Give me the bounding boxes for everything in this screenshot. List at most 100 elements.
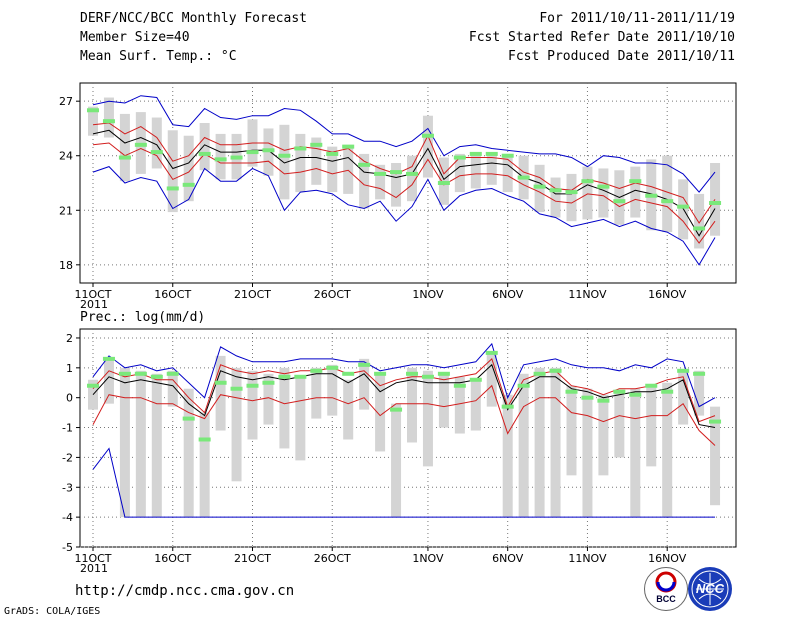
temp-member-marker [262,148,275,153]
temp-xtick-label: 11NOV [568,288,607,301]
prec-member-marker [182,416,195,421]
temp-spread-bar [103,97,114,138]
temp-spread-bar [454,153,465,193]
temp-member-marker [118,155,131,160]
prec-spread-bar [103,358,114,404]
prec-member-marker [549,368,562,373]
prec-spread-bar [327,364,338,416]
temp-frame [79,82,737,284]
prec-spread-bar [375,373,386,452]
bcc-logo-icon [655,571,677,593]
temp-member-marker [406,171,418,176]
prec-ytick-label: -5 [62,541,73,554]
temp-series-max [92,95,716,193]
source-url[interactable]: http://cmdp.ncc.cma.gov.cn [75,583,295,599]
prec-xtick-label: 21OCT [234,552,271,565]
prec-spread-bar [678,370,689,425]
prec-member-marker [581,395,594,400]
temp-spread-bar [662,155,673,233]
temp-member-marker [214,157,227,162]
prec-spread-bar [183,388,194,518]
member-size-label: Member Size=40 [80,30,190,45]
prec-member-marker [485,350,498,355]
temp-series-mean-plus-std [92,122,716,224]
temp-member-marker [246,150,259,155]
prec-spread-bar [247,370,258,440]
temp-spread-bar [199,123,210,171]
prec-spread-bar [582,388,593,518]
prec-series-mean [92,363,716,428]
prec-spread-bar [598,394,609,476]
prec-spread-bar [199,412,210,518]
prec-member-marker [87,383,99,388]
prec-xtick-label: 16NOV [648,552,687,565]
temp-xtick-label: 6NOV [492,288,524,301]
temp-spread-bar [151,117,162,169]
prec-member-marker [645,383,658,388]
prec-ytick-label: -4 [62,511,73,524]
temp-member-marker [581,179,594,184]
temp-member-marker [453,155,466,160]
temp-member-marker [326,151,339,156]
grads-credit: GrADS: COLA/IGES [4,606,101,617]
temp-member-marker [565,190,578,195]
temp-member-marker [661,199,674,204]
temp-member-marker [278,153,291,158]
prec-series-mean-minus-std [92,384,716,446]
bcc-logo-text: BCC [656,594,676,604]
temp-xtick-label: 11OCT [74,288,111,301]
prec-ytick-label: 1 [66,362,73,375]
temp-spread-bar [391,163,402,207]
forecast-produced-date: Fcst Produced Date 2011/10/11 [508,49,735,64]
prec-series-mean-plus-std [92,358,716,423]
prec-member-marker [437,371,450,376]
prec-spread-bar [438,373,449,428]
prec-xtick-label: 11OCT [74,552,111,565]
prec-member-marker [709,419,722,424]
temp-spread-bar [375,164,386,200]
temp-series-mean-minus-std [92,142,716,244]
prec-member-marker [214,380,227,385]
prec-spread-bar [391,403,402,518]
prec-spread-bar [279,367,290,449]
temp-spread-bar [566,173,577,222]
prec-member-marker [166,371,179,376]
prec-spread-bar [630,388,641,518]
prec-spread-bar [518,373,529,518]
temp-spread-bar [710,163,721,236]
prec-ytick-label: 2 [66,332,73,345]
prec-spread-bar [151,373,162,518]
temp-spread-bar [407,155,417,202]
temp-spread-bar [343,144,354,194]
temp-member-marker [549,188,562,193]
prec-spread-bar [502,394,513,518]
prec-ytick-label: -3 [62,481,73,494]
temp-spread-bar [582,166,593,220]
temp-member-marker [485,151,498,156]
prec-ytick-label: -1 [62,422,73,435]
prec-member-marker [310,368,323,373]
temp-member-marker [390,170,403,175]
prec-member-marker [134,371,147,376]
prec-member-marker [469,377,482,382]
temp-spread-bar [486,153,497,185]
prec-spread-bar [662,382,673,518]
temp-member-marker [517,175,530,180]
prec-member-marker [629,392,642,397]
temp-member-marker [87,108,99,113]
temp-member-marker [613,199,626,204]
prec-spread-bar [167,370,178,407]
temp-member-marker [134,142,147,147]
temp-member-marker [501,153,514,158]
prec-member-marker [262,380,275,385]
prec-series-min [92,447,715,518]
prec-spread-bar [311,367,322,419]
temp-member-marker [374,171,387,176]
ncc-logo-text: NCC [695,581,725,596]
prec-spread-bar [295,376,306,461]
prec-member-marker [661,389,674,394]
prec-series-max [92,342,716,408]
temp-member-marker [358,162,371,167]
prec-spread-bar [135,370,146,518]
